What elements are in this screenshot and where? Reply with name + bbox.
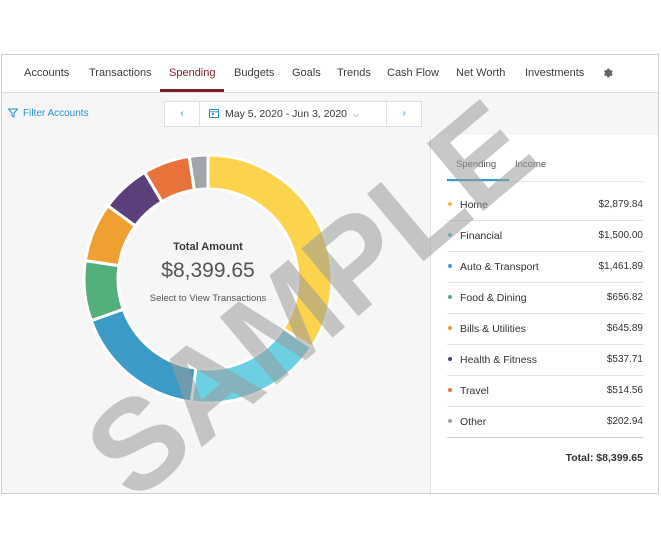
category-dot xyxy=(448,388,452,392)
category-dot xyxy=(448,233,452,237)
chevron-down-icon: ⌵ xyxy=(353,110,360,119)
filter-accounts-button[interactable]: Filter Accounts xyxy=(7,108,89,119)
category-label: Bills & Utilities xyxy=(460,323,526,335)
nav-item-cash-flow[interactable]: Cash Flow xyxy=(387,67,439,79)
toolbar: Filter Accounts ‹ May 5, 2020 - Jun 3, 2… xyxy=(2,93,658,135)
tab-income[interactable]: Income xyxy=(515,159,547,170)
calendar-icon xyxy=(209,109,219,118)
category-label: Other xyxy=(460,416,487,428)
gear-icon[interactable] xyxy=(602,66,614,78)
category-row[interactable]: Bills & Utilities $645.89 xyxy=(447,314,643,345)
category-row[interactable]: Auto & Transport $1,461.89 xyxy=(447,252,643,283)
category-label: Home xyxy=(460,199,489,211)
category-panel: Spending Income Home $2,879.84 Financial… xyxy=(430,135,658,493)
nav-item-accounts[interactable]: Accounts xyxy=(24,67,70,79)
category-amount: $1,461.89 xyxy=(598,261,644,272)
category-dot xyxy=(448,264,452,268)
category-dot xyxy=(448,202,452,206)
active-tab-indicator xyxy=(160,89,224,92)
category-amount: $202.94 xyxy=(606,416,643,427)
category-row[interactable]: Food & Dining $656.82 xyxy=(447,283,643,314)
category-row[interactable]: Home $2,879.84 xyxy=(447,190,643,221)
category-dot xyxy=(448,295,452,299)
next-period-button[interactable]: › xyxy=(386,102,421,126)
category-amount: $514.56 xyxy=(606,385,643,396)
nav-item-net-worth[interactable]: Net Worth xyxy=(456,67,506,79)
category-label: Health & Fitness xyxy=(460,354,538,366)
filter-accounts-label: Filter Accounts xyxy=(23,108,89,119)
category-row[interactable]: Health & Fitness $537.71 xyxy=(447,345,643,376)
donut-slice-auto-transport[interactable] xyxy=(89,307,198,404)
nav-item-trends[interactable]: Trends xyxy=(337,67,371,79)
total-amount-value: $8,399.65 xyxy=(161,259,255,282)
tab-spending[interactable]: Spending xyxy=(456,159,497,170)
donut-slice-financial[interactable] xyxy=(189,326,314,405)
nav-item-transactions[interactable]: Transactions xyxy=(89,67,152,79)
app-frame: Accounts Transactions Spending Budgets G… xyxy=(1,54,659,494)
total-summary: Total: $8,399.65 xyxy=(565,452,643,464)
category-row[interactable]: Travel $514.56 xyxy=(447,376,643,407)
donut-slice-other[interactable] xyxy=(187,153,210,192)
category-dot xyxy=(448,357,452,361)
category-dot xyxy=(448,326,452,330)
tab-divider xyxy=(447,181,643,182)
category-label: Food & Dining xyxy=(460,292,527,304)
date-range-dropdown[interactable]: May 5, 2020 - Jun 3, 2020 ⌵ xyxy=(209,108,359,120)
category-amount: $656.82 xyxy=(606,292,643,303)
spending-donut-chart[interactable] xyxy=(82,153,334,405)
donut-slice-food-dining[interactable] xyxy=(82,258,126,323)
category-amount: $537.71 xyxy=(606,354,643,365)
chart-area: Total Amount $8,399.65 Select to View Tr… xyxy=(2,135,430,493)
funnel-icon xyxy=(7,108,19,118)
category-label: Financial xyxy=(460,230,503,242)
date-navigator: ‹ May 5, 2020 - Jun 3, 2020 ⌵ › xyxy=(164,101,422,127)
active-tab-underline xyxy=(447,179,509,181)
category-dot xyxy=(448,419,452,423)
category-amount: $2,879.84 xyxy=(598,199,644,210)
category-label: Travel xyxy=(460,385,489,397)
category-amount: $1,500.00 xyxy=(598,230,644,241)
nav-item-goals[interactable]: Goals xyxy=(292,67,321,79)
category-amount: $645.89 xyxy=(606,323,643,334)
category-row[interactable]: Other $202.94 xyxy=(447,407,643,438)
nav-item-investments[interactable]: Investments xyxy=(525,67,585,79)
nav-item-spending[interactable]: Spending xyxy=(169,67,216,79)
top-nav: Accounts Transactions Spending Budgets G… xyxy=(2,55,658,93)
date-range-label: May 5, 2020 - Jun 3, 2020 xyxy=(225,108,347,120)
view-transactions-link[interactable]: Select to View Transactions xyxy=(149,293,267,304)
total-amount-title: Total Amount xyxy=(173,241,243,253)
prev-period-button[interactable]: ‹ xyxy=(165,102,200,126)
category-row[interactable]: Financial $1,500.00 xyxy=(447,221,643,252)
nav-item-budgets[interactable]: Budgets xyxy=(234,67,275,79)
category-label: Auto & Transport xyxy=(460,261,539,273)
